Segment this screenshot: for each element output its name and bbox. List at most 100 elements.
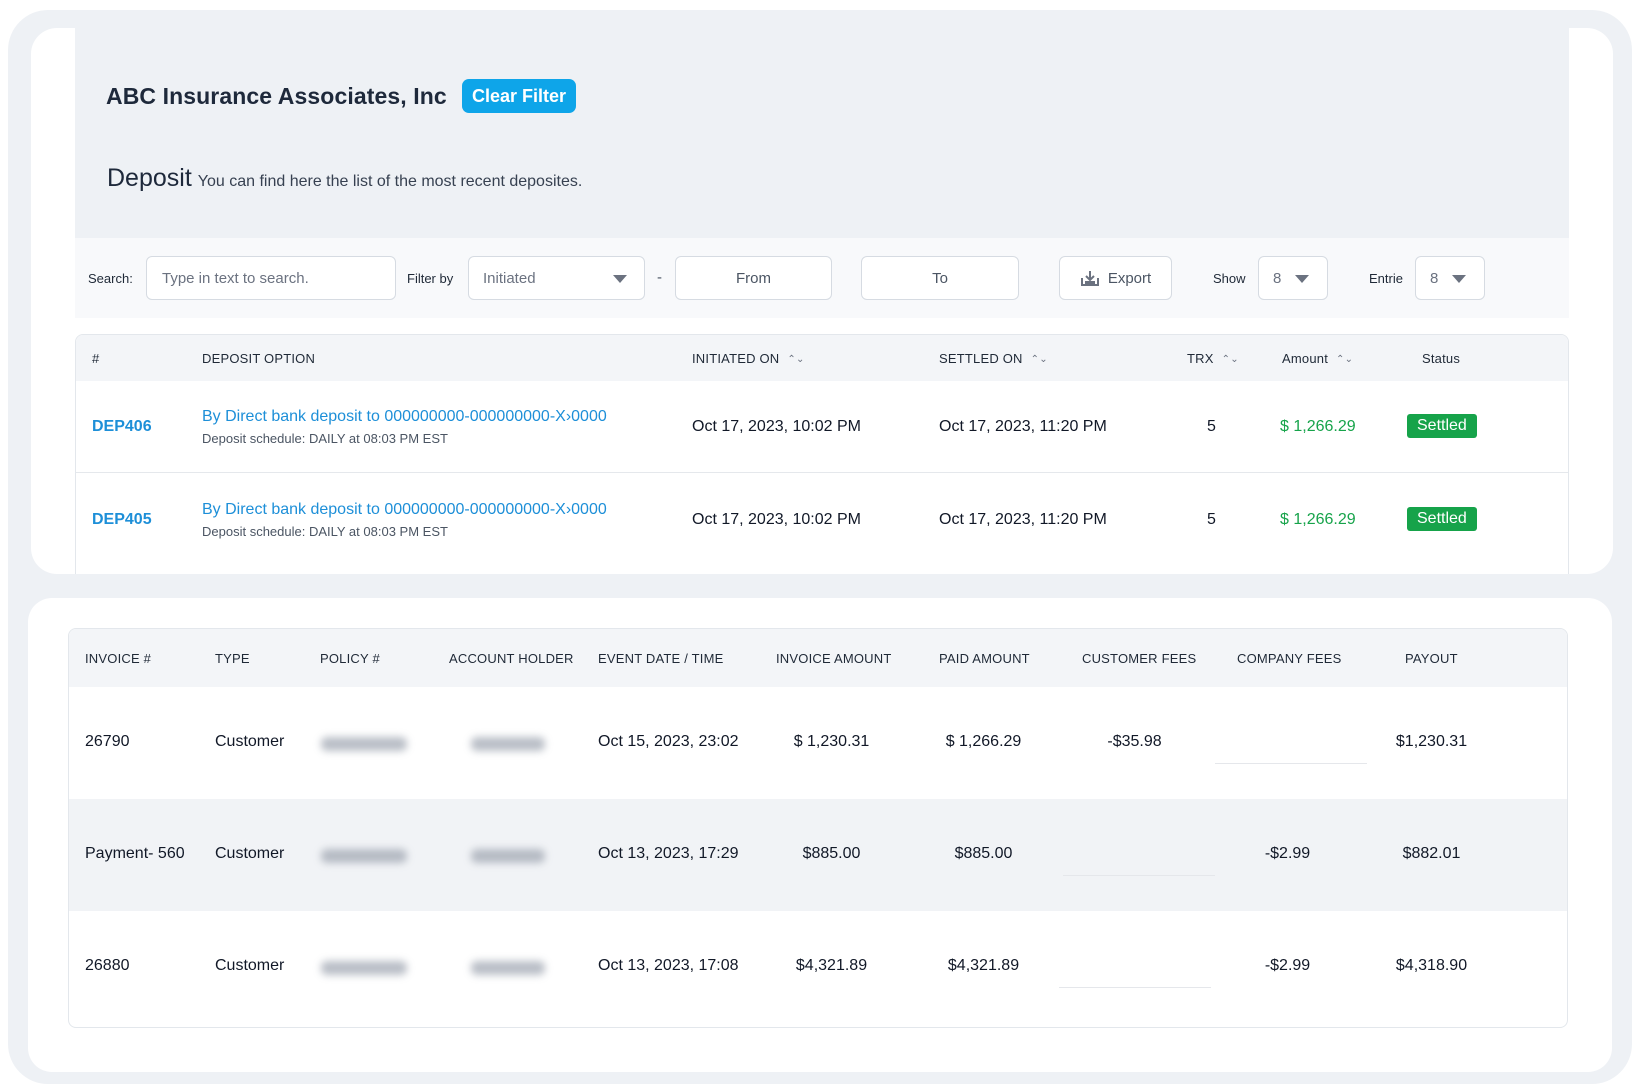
settled-on: Oct 17, 2023, 11:20 PM <box>939 418 1107 435</box>
entries-label: Entrie <box>1369 271 1403 286</box>
initiated-on: Oct 17, 2023, 10:02 PM <box>692 511 861 528</box>
policy-redacted <box>321 849 407 863</box>
filter-by-select[interactable]: Initiated <box>468 256 645 300</box>
status-badge: Settled <box>1407 414 1477 438</box>
trx-count: 5 <box>1207 418 1216 435</box>
invoice-table: INVOICE # TYPE POLICY # ACCOUNT HOLDER E… <box>68 628 1568 1028</box>
deposit-amount: $ 1,266.29 <box>1280 511 1356 528</box>
col-paid-amount: PAID AMOUNT <box>939 651 1030 666</box>
table-row: 26880 Customer Oct 13, 2023, 17:08 $4,32… <box>69 911 1567 1023</box>
col-customer-fees: CUSTOMER FEES <box>1082 651 1197 666</box>
range-dash: - <box>657 269 662 286</box>
divider <box>1063 875 1215 876</box>
export-label: Export <box>1107 269 1152 287</box>
section-title: Deposit <box>107 164 192 192</box>
deposit-option-cell: By Direct bank deposit to 000000000-0000… <box>202 501 607 539</box>
col-account-holder: ACCOUNT HOLDER <box>449 651 574 666</box>
col-company-fees: COMPANY FEES <box>1237 651 1342 666</box>
table-row: DEP405 By Direct bank deposit to 0000000… <box>76 474 1568 566</box>
holder-redacted <box>471 737 545 751</box>
event-datetime: Oct 13, 2023, 17:29 <box>598 845 739 862</box>
invoice-card: INVOICE # TYPE POLICY # ACCOUNT HOLDER E… <box>28 598 1612 1072</box>
entries-value: 8 <box>1430 269 1439 287</box>
col-deposit-option: DEPOSIT OPTION <box>202 351 316 366</box>
divider <box>1215 763 1367 764</box>
col-id: # <box>92 351 100 366</box>
paid-amount: $885.00 <box>954 845 1013 862</box>
invoice-number: 26790 <box>85 733 130 750</box>
col-trx[interactable]: TRX ⌃⌄ <box>1187 351 1239 366</box>
col-settled-label: SETTLED ON <box>939 351 1023 366</box>
sort-icon: ⌃⌄ <box>787 353 805 365</box>
customer-fees: -$35.98 <box>1107 733 1162 750</box>
company-fees: -$2.99 <box>1264 845 1311 862</box>
sort-icon: ⌃⌄ <box>1336 353 1354 365</box>
export-button[interactable]: Export <box>1059 256 1172 300</box>
download-icon <box>1080 271 1099 286</box>
search-label: Search: <box>88 271 133 286</box>
deposit-table-header: # DEPOSIT OPTION INITIATED ON ⌃⌄ SETTLED … <box>76 335 1568 381</box>
sort-icon: ⌃⌄ <box>1221 353 1239 365</box>
chevron-down-icon <box>1452 275 1466 283</box>
invoice-amount: $4,321.89 <box>795 957 868 974</box>
invoice-table-header: INVOICE # TYPE POLICY # ACCOUNT HOLDER E… <box>69 629 1567 687</box>
invoice-amount: $885.00 <box>802 845 861 862</box>
col-invoice-amount: INVOICE AMOUNT <box>776 651 892 666</box>
col-initiated-on[interactable]: INITIATED ON ⌃⌄ <box>692 351 805 366</box>
table-row: Payment- 560 Customer Oct 13, 2023, 17:2… <box>69 799 1567 911</box>
deposit-option-cell: By Direct bank deposit to 000000000-0000… <box>202 408 607 446</box>
show-select[interactable]: 8 <box>1258 256 1328 300</box>
settled-on: Oct 17, 2023, 11:20 PM <box>939 511 1107 528</box>
to-label: To <box>932 269 948 287</box>
trx-count: 5 <box>1207 511 1216 528</box>
search-input[interactable]: Type in text to search. <box>146 256 396 300</box>
to-date-input[interactable]: To <box>861 256 1019 300</box>
payout: $882.01 <box>1402 845 1461 862</box>
event-datetime: Oct 15, 2023, 23:02 <box>598 733 739 750</box>
invoice-number: Payment- 560 <box>85 845 185 862</box>
col-settled-on[interactable]: SETTLED ON ⌃⌄ <box>939 351 1048 366</box>
policy-redacted <box>321 961 407 975</box>
deposit-amount: $ 1,266.29 <box>1280 418 1356 435</box>
from-date-input[interactable]: From <box>675 256 832 300</box>
deposit-id-link[interactable]: DEP405 <box>92 511 152 528</box>
invoice-type: Customer <box>215 845 285 862</box>
sort-icon: ⌃⌄ <box>1030 353 1048 365</box>
entries-select[interactable]: 8 <box>1415 256 1485 300</box>
chevron-down-icon <box>613 275 627 283</box>
policy-redacted <box>321 737 407 751</box>
company-title: ABC Insurance Associates, Inc <box>106 83 447 109</box>
col-status: Status <box>1422 351 1461 366</box>
search-placeholder: Type in text to search. <box>162 269 309 287</box>
col-trx-label: TRX <box>1187 351 1214 366</box>
col-event-date: EVENT DATE / TIME <box>598 651 724 666</box>
section-heading: Deposit You can find here the list of th… <box>107 164 582 193</box>
holder-redacted <box>471 849 545 863</box>
paid-amount: $4,321.89 <box>947 957 1020 974</box>
show-label: Show <box>1213 271 1246 286</box>
deposit-card: ABC Insurance Associates, Inc Clear Filt… <box>31 28 1613 574</box>
col-initiated-label: INITIATED ON <box>692 351 780 366</box>
filter-by-label: Filter by <box>407 271 454 286</box>
paid-amount: $ 1,266.29 <box>945 733 1022 750</box>
company-fees: -$2.99 <box>1264 957 1311 974</box>
table-row: DEP406 By Direct bank deposit to 0000000… <box>76 381 1568 473</box>
deposit-schedule: Deposit schedule: DAILY at 08:03 PM EST <box>202 431 448 446</box>
filter-bar: Search: Type in text to search. Filter b… <box>75 238 1569 318</box>
holder-redacted <box>471 961 545 975</box>
invoice-amount: $ 1,230.31 <box>793 733 870 750</box>
event-datetime: Oct 13, 2023, 17:08 <box>598 957 739 974</box>
table-row: 26790 Customer Oct 15, 2023, 23:02 $ 1,2… <box>69 687 1567 799</box>
clear-filter-button[interactable]: Clear Filter <box>462 79 577 113</box>
section-subtitle: You can find here the list of the most r… <box>197 173 583 190</box>
deposit-option-link[interactable]: By Direct bank deposit to 000000000-0000… <box>202 501 607 518</box>
chevron-down-icon <box>1295 275 1309 283</box>
deposit-id-link[interactable]: DEP406 <box>92 418 152 435</box>
invoice-type: Customer <box>215 957 285 974</box>
payout: $1,230.31 <box>1395 733 1468 750</box>
col-amount[interactable]: Amount ⌃⌄ <box>1282 351 1353 366</box>
col-invoice: INVOICE # <box>85 651 152 666</box>
col-type: TYPE <box>215 651 250 666</box>
deposit-option-link[interactable]: By Direct bank deposit to 000000000-0000… <box>202 408 607 425</box>
invoice-number: 26880 <box>85 957 130 974</box>
